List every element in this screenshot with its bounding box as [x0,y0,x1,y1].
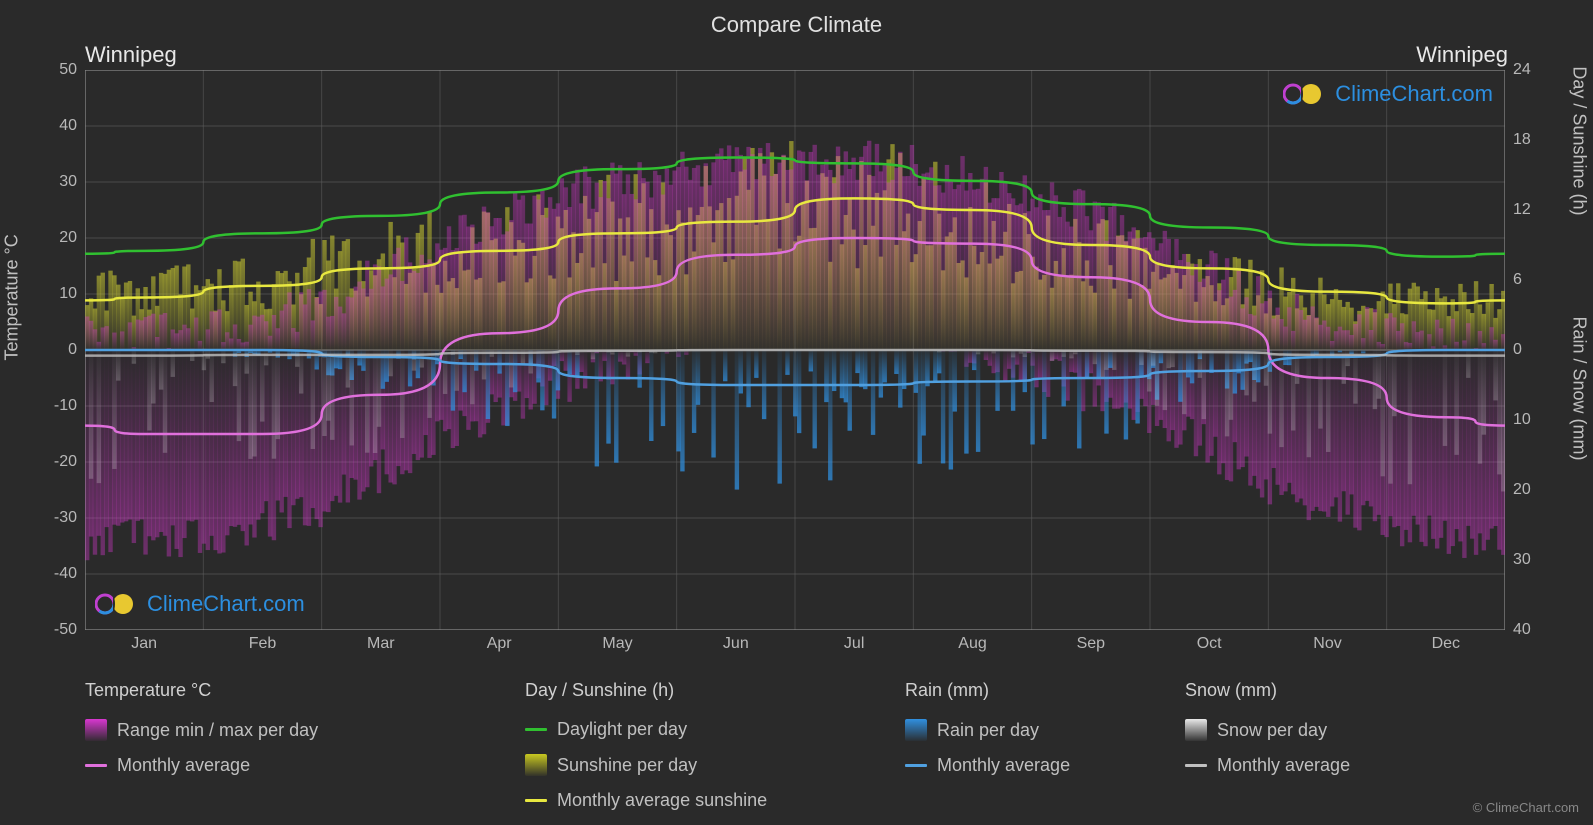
legend-item-snow: Snow per day [1185,719,1465,741]
right-tick: 12 [1513,201,1548,219]
right-tick: 6 [1513,271,1548,289]
y-axis-label-right-bottom: Rain / Snow (mm) [1569,316,1590,460]
month-tick: Nov [1303,635,1353,653]
right-tick: 0 [1513,341,1548,359]
legend-item-temp-range: Range min / max per day [85,719,525,741]
legend-temp-header: Temperature °C [85,680,525,701]
right-tick: 40 [1513,621,1548,639]
y-axis-label-left: Temperature °C [2,234,23,360]
legend-item-daylight: Daylight per day [525,719,905,740]
legend-item-temp-avg: Monthly average [85,755,525,776]
month-tick: May [593,635,643,653]
right-tick: 30 [1513,551,1548,569]
climate-chart-svg [85,70,1505,630]
swatch-blue-icon [905,719,927,741]
legend-item-sunshine: Sunshine per day [525,754,905,776]
month-tick: Jan [119,635,169,653]
legend-item-sunshine-avg: Monthly average sunshine [525,790,905,811]
copyright-text: © ClimeChart.com [1473,800,1579,815]
swatch-line-icon [85,764,107,767]
legend-column-temperature: Temperature °C Range min / max per day M… [85,680,525,811]
legend-column-daysun: Day / Sunshine (h) Daylight per day Suns… [525,680,905,811]
legend-item-snow-avg: Monthly average [1185,755,1465,776]
right-tick: 24 [1513,61,1548,79]
swatch-line-icon [525,728,547,731]
chart-title: Compare Climate [0,0,1593,38]
left-tick: 0 [42,341,77,359]
left-tick: 30 [42,173,77,191]
month-tick: Apr [474,635,524,653]
month-tick: Mar [356,635,406,653]
month-tick: Oct [1184,635,1234,653]
swatch-magenta-icon [85,719,107,741]
legend-column-snow: Snow (mm) Snow per day Monthly average [1185,680,1465,811]
swatch-line-icon [905,764,927,767]
left-tick: -30 [42,509,77,527]
month-tick: Aug [948,635,998,653]
city-label-left: Winnipeg [85,42,177,68]
left-tick: -20 [42,453,77,471]
month-tick: Feb [238,635,288,653]
month-tick: Sep [1066,635,1116,653]
left-tick: 50 [42,61,77,79]
left-tick: -40 [42,565,77,583]
month-tick: Jun [711,635,761,653]
month-tick: Jul [829,635,879,653]
month-tick: Dec [1421,635,1471,653]
y-axis-label-right-top: Day / Sunshine (h) [1569,66,1590,215]
legend-rain-header: Rain (mm) [905,680,1185,701]
swatch-white-icon [1185,719,1207,741]
legend-item-rain-avg: Monthly average [905,755,1185,776]
left-tick: -10 [42,397,77,415]
swatch-yellow-icon [525,754,547,776]
swatch-line-icon [1185,764,1207,767]
legend: Temperature °C Range min / max per day M… [85,680,1505,811]
chart-area [85,70,1505,630]
legend-snow-header: Snow (mm) [1185,680,1465,701]
legend-item-rain: Rain per day [905,719,1185,741]
right-tick: 18 [1513,131,1548,149]
legend-daysun-header: Day / Sunshine (h) [525,680,905,701]
left-tick: 40 [42,117,77,135]
swatch-line-icon [525,799,547,802]
left-tick: -50 [42,621,77,639]
city-label-right: Winnipeg [1416,42,1508,68]
left-tick: 10 [42,285,77,303]
right-tick: 20 [1513,481,1548,499]
legend-column-rain: Rain (mm) Rain per day Monthly average [905,680,1185,811]
right-tick: 10 [1513,411,1548,429]
left-tick: 20 [42,229,77,247]
